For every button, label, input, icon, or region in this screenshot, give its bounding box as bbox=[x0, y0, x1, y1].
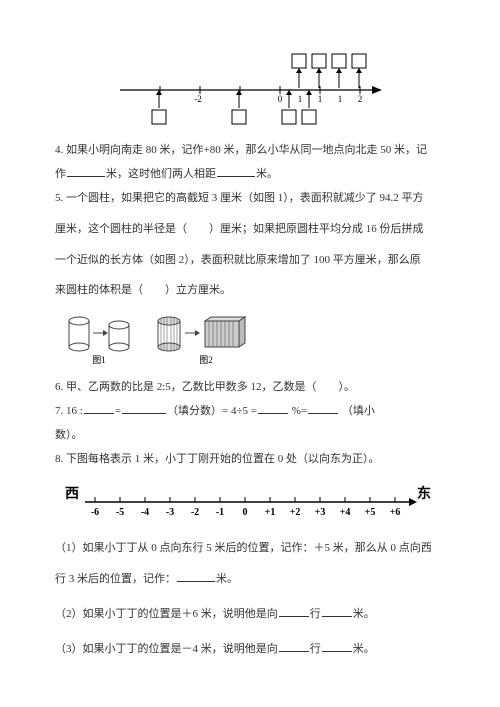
q4-b: 作 bbox=[55, 168, 66, 180]
q4-d: 米。 bbox=[256, 168, 278, 180]
q7-eq: = bbox=[115, 405, 121, 417]
numberline-top: -2 0 1 1 1 2 bbox=[110, 50, 390, 128]
cylinder-figs: 图1 图2 bbox=[61, 311, 261, 369]
svg-text:+5: +5 bbox=[365, 507, 376, 518]
svg-text:-6: -6 bbox=[91, 507, 99, 518]
svg-text:+2: +2 bbox=[290, 507, 301, 518]
svg-text:1: 1 bbox=[338, 94, 343, 104]
q8-p2c: 米。 bbox=[353, 608, 375, 620]
q7-b: （填分数）= 4÷5 = bbox=[167, 405, 257, 417]
q7-a: 7. 16 : bbox=[55, 405, 83, 417]
q7-d: 数）。 bbox=[55, 425, 445, 446]
svg-text:+1: +1 bbox=[265, 507, 276, 518]
q8-p1b-line: 行 3 米后的位置，记作： 米。 bbox=[55, 569, 445, 590]
q7-line: 7. 16 : = （填分数）= 4÷5 = %= （填小 bbox=[55, 401, 445, 422]
svg-text:-2: -2 bbox=[191, 507, 199, 518]
svg-text:-5: -5 bbox=[116, 507, 124, 518]
svg-text:1: 1 bbox=[298, 94, 303, 104]
svg-text:-1: -1 bbox=[216, 507, 224, 518]
svg-text:+3: +3 bbox=[315, 507, 326, 518]
svg-text:-2: -2 bbox=[194, 94, 202, 104]
svg-text:西: 西 bbox=[65, 486, 79, 502]
q8-p1b: 行 3 米后的位置，记作： bbox=[55, 573, 176, 585]
q4-line2: 作 米，这时他们两人相距 米。 bbox=[55, 164, 445, 185]
svg-text:-4: -4 bbox=[141, 507, 149, 518]
fig2-label: 图2 bbox=[199, 355, 213, 365]
q8-p3a: （3）如果小丁丁的位置是－4 米，说明他是向 bbox=[55, 643, 278, 655]
q8-p3-line: （3）如果小丁丁的位置是－4 米，说明他是向 行 米。 bbox=[55, 639, 445, 660]
q8-p3b: 行 bbox=[310, 643, 321, 655]
q5-l2: 厘米，这个圆柱的半径是（ ）厘米；如果把原圆柱平均分成 16 份后拼成 bbox=[55, 219, 445, 240]
svg-text:东: 东 bbox=[417, 485, 431, 502]
q5-l3: 一个近似的长方体（如图 2），表面积就比原来增加了 100 平方厘米，那么原 bbox=[55, 250, 445, 271]
q8-p2a: （2）如果小丁丁的位置是＋6 米，说明他是向 bbox=[55, 608, 278, 620]
q8-p3c: 米。 bbox=[353, 643, 375, 655]
q5-l1: 5. 一个圆柱，如果把它的高截短 3 厘米（如图 1），表面积就减少了 94.2… bbox=[55, 188, 445, 209]
q6-text: 6. 甲、乙两数的比是 2:5，乙数比甲数多 12，乙数是（ ）。 bbox=[55, 377, 445, 398]
q5-figures: 图1 图2 bbox=[61, 311, 445, 369]
q4-line1: 4. 如果小明向南走 80 米，记作+80 米，那么小华从同一地点向北走 50 … bbox=[55, 140, 445, 161]
q8-p1c: 米。 bbox=[216, 573, 238, 585]
q8-numberline: 西 东 -6 -5 -4 -3 -2 -1 0 +1 +2 +3 +4 +5 +… bbox=[55, 480, 445, 524]
svg-text:0: 0 bbox=[278, 94, 283, 104]
q8-p2b: 行 bbox=[310, 608, 321, 620]
q7-c: （填小 bbox=[342, 405, 375, 417]
svg-text:+4: +4 bbox=[340, 507, 351, 518]
svg-text:1: 1 bbox=[318, 94, 323, 104]
q8-title: 8. 下图每格表示 1 米，小丁丁刚开始的位置在 0 处（以向东为正）。 bbox=[55, 449, 445, 470]
q8-p2-line: （2）如果小丁丁的位置是＋6 米，说明他是向 行 米。 bbox=[55, 604, 445, 625]
svg-text:+6: +6 bbox=[390, 507, 401, 518]
q7-pct: %= bbox=[292, 405, 307, 417]
svg-text:0: 0 bbox=[243, 507, 248, 518]
q5-l4: 来圆柱的体积是（ ）立方厘米。 bbox=[55, 280, 445, 301]
q8-p1a: （1）如果小丁丁从 0 点向东行 5 米后的位置，记作：＋5 米，那么从 0 点… bbox=[55, 538, 445, 559]
q-top-figure: -2 0 1 1 1 2 bbox=[110, 50, 390, 128]
fig1-label: 图1 bbox=[92, 355, 106, 365]
q4-c: 米，这时他们两人相距 bbox=[106, 168, 216, 180]
svg-text:2: 2 bbox=[358, 94, 363, 104]
svg-text:-3: -3 bbox=[166, 507, 174, 518]
